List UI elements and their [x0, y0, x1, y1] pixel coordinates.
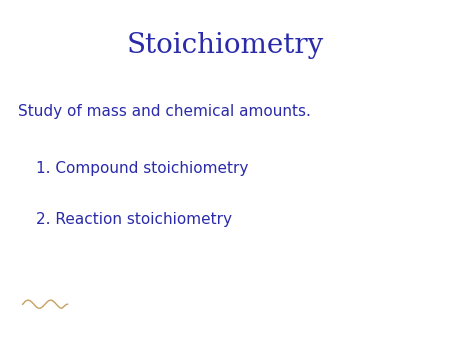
Text: 2. Reaction stoichiometry: 2. Reaction stoichiometry — [36, 212, 232, 227]
Text: 1. Compound stoichiometry: 1. Compound stoichiometry — [36, 162, 248, 176]
Text: Stoichiometry: Stoichiometry — [126, 32, 324, 59]
Text: Study of mass and chemical amounts.: Study of mass and chemical amounts. — [18, 104, 311, 119]
